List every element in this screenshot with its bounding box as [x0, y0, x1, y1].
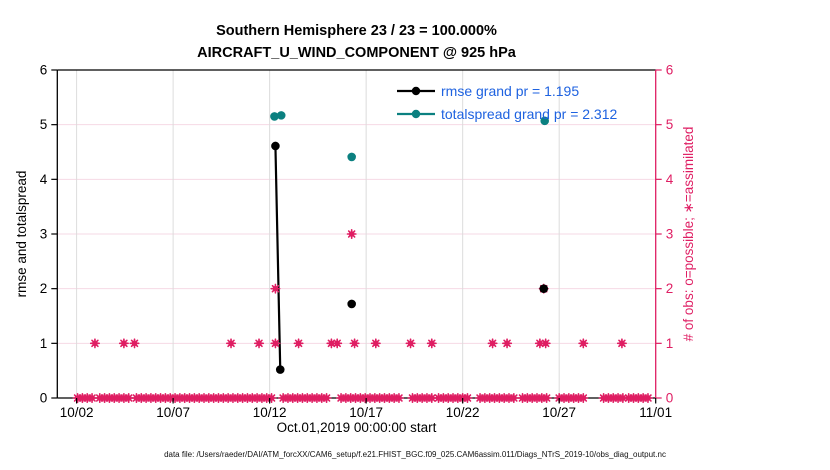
- obs-count-marker: [405, 338, 416, 349]
- obs-count-marker: [487, 338, 498, 349]
- obs-count-marker: [616, 338, 627, 349]
- left-axis-label: rmse and totalspread: [14, 170, 29, 298]
- tick-label: 0: [666, 391, 674, 406]
- right-axis-label: # of obs: o=possible; ∗=assimilated: [681, 126, 696, 342]
- x-axis-label: Oct.01,2019 00:00:00 start: [276, 420, 437, 435]
- tick-label: 4: [40, 172, 48, 187]
- chart-title: Southern Hemisphere 23 / 23 = 100.000% A…: [57, 20, 656, 64]
- obs-count-marker: [346, 229, 357, 239]
- tick-label: 5: [40, 117, 48, 132]
- obs-count-marker: [508, 392, 519, 404]
- series-lines: [273, 114, 283, 371]
- obs-count-marker: [266, 392, 277, 404]
- tick-label: 0: [40, 391, 48, 406]
- obs-count-marker: [270, 338, 281, 349]
- obs-count-marker: [87, 392, 98, 404]
- obs-count-marker: [321, 392, 332, 404]
- obs-count-markers: [72, 229, 653, 404]
- tick-label: 4: [666, 172, 674, 187]
- legend-row-totalspread: totalspread grand pr = 2.312: [396, 102, 617, 125]
- tick-label: 6: [40, 63, 48, 78]
- tick-labels: 0 1 2 3 4 5 6 0 1 2 3 4 5 6 10/02 10/07 10/12 10/17 10/22 1…: [40, 63, 674, 421]
- obs-count-marker: [293, 338, 304, 349]
- legend-swatch-rmse: [397, 86, 435, 95]
- tick-label: 10/27: [542, 405, 576, 420]
- tick-label: 10/02: [60, 405, 94, 420]
- tick-label: 1: [40, 336, 48, 351]
- legend-label-totalspread: totalspread grand pr = 2.312: [441, 105, 618, 122]
- obs-count-marker: [89, 338, 100, 349]
- obs-count-marker: [541, 392, 552, 404]
- obs-count-marker: [462, 392, 473, 404]
- tick-label: 10/22: [446, 405, 480, 420]
- tick-label: 3: [666, 227, 674, 242]
- legend: rmse grand pr = 1.195 totalspread grand …: [396, 79, 617, 125]
- tick-label: 10/07: [156, 405, 190, 420]
- obs-count-marker: [393, 392, 404, 404]
- obs-count-marker: [118, 338, 129, 349]
- tick-label: 5: [666, 117, 674, 132]
- footer-datafile: data file: /Users/raeder/DAI/ATM_forcXX/…: [164, 450, 666, 459]
- obs-count-marker: [578, 338, 589, 349]
- obs-count-marker: [332, 338, 343, 349]
- legend-row-rmse: rmse grand pr = 1.195: [396, 79, 617, 102]
- obs-count-marker: [129, 338, 140, 349]
- obs-count-marker: [226, 338, 237, 349]
- tick-label: 1: [666, 336, 674, 351]
- tick-label: 2: [666, 281, 674, 296]
- axis-ticks: [51, 69, 662, 404]
- tick-label: 11/01: [639, 405, 672, 420]
- series-dots: [270, 111, 550, 374]
- tick-label: 6: [666, 63, 674, 78]
- obs-count-marker: [642, 392, 653, 404]
- obs-count-marker: [270, 283, 281, 294]
- tick-label: 3: [40, 227, 48, 242]
- chart-title-line2: AIRCRAFT_U_WIND_COMPONENT @ 925 hPa: [197, 45, 516, 61]
- legend-swatch-totalspread: [397, 109, 435, 118]
- obs-count-marker: [540, 338, 551, 349]
- tick-label: 10/12: [253, 405, 287, 420]
- legend-label-rmse: rmse grand pr = 1.195: [441, 82, 580, 99]
- tick-label: 10/17: [349, 405, 383, 420]
- obs-count-marker: [578, 392, 589, 404]
- obs-count-marker: [426, 338, 437, 349]
- tick-label: 2: [40, 281, 48, 296]
- v-gridlines: [76, 70, 560, 398]
- obs-count-marker: [502, 338, 513, 349]
- obs-count-marker: [370, 338, 381, 349]
- obs-count-marker: [254, 338, 265, 349]
- chart-title-line1: Southern Hemisphere 23 / 23 = 100.000%: [216, 23, 497, 39]
- obs-count-marker: [349, 338, 360, 349]
